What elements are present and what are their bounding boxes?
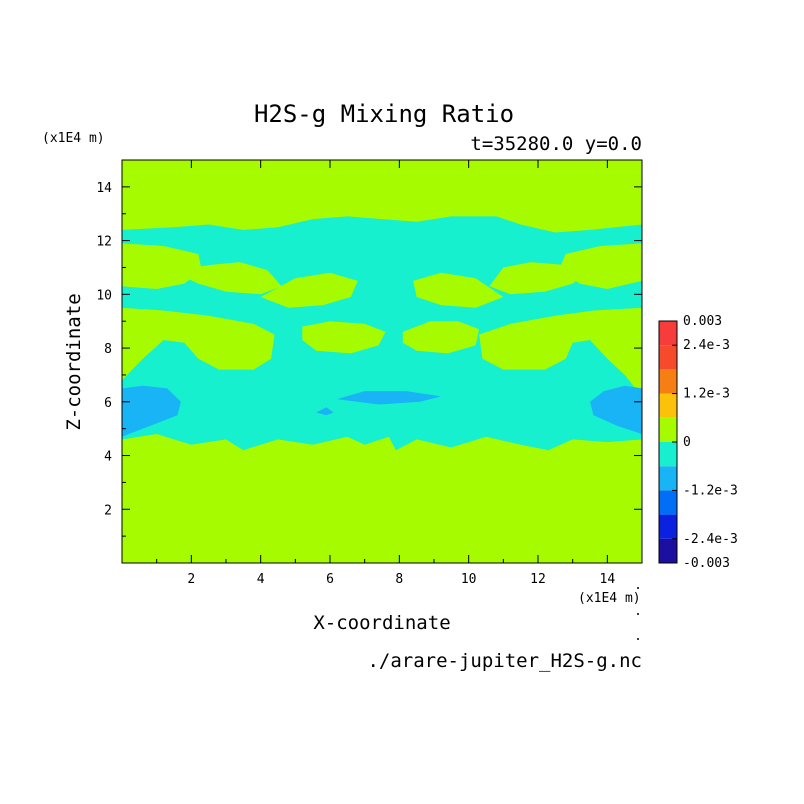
x-axis-unit: (x1E4 m) — [578, 591, 641, 606]
y-axis-label: Z-coordinate — [63, 293, 85, 430]
colorbar-segment-4 — [659, 442, 677, 467]
x-tick-label: 12 — [530, 572, 546, 587]
colorbar-segment-2 — [659, 490, 677, 515]
x-tick-label: 14 — [600, 572, 616, 587]
y-tick-label: 4 — [104, 450, 112, 465]
colorbar-segment-7 — [659, 369, 677, 394]
x-tick-label: 4 — [257, 572, 265, 587]
y-tick-label: 8 — [104, 342, 112, 357]
contour-regions — [122, 211, 642, 451]
source-file-label: ./arare-jupiter_H2S-g.nc — [367, 650, 642, 672]
corner-marks — [637, 587, 639, 640]
contour-region-8 — [122, 385, 181, 437]
y-axis-unit: (x1E4 m) — [42, 131, 105, 146]
colorbar-segment-6 — [659, 393, 677, 418]
contour-region-1 — [170, 262, 282, 295]
contour-region-4 — [413, 272, 504, 308]
plot-frame — [121, 159, 643, 564]
colorbar: 0.003 2.4e-3 1.2e-3 0 -1.2e-3 -2.4e-3 -0.003 — [658, 314, 738, 571]
colorbar-segment-1 — [659, 514, 677, 539]
colorbar-tick-label: -1.2e-3 — [683, 483, 738, 498]
colorbar-segment-8 — [659, 345, 677, 370]
x-tick-label: 6 — [326, 572, 334, 587]
mark-dot — [637, 638, 639, 640]
colorbar-tick-label: -0.003 — [683, 556, 730, 571]
y-tick-label: 2 — [104, 503, 112, 518]
colorbar-segment-3 — [659, 466, 677, 491]
y-tick-label: 6 — [104, 396, 112, 411]
contour-region-9 — [590, 385, 642, 434]
y-tick-label: 10 — [96, 288, 112, 303]
mark-dot — [637, 613, 639, 615]
contour-region-3 — [260, 272, 358, 308]
colorbar-tick-label: 2.4e-3 — [683, 338, 730, 353]
colorbar-tick-label: 1.2e-3 — [683, 387, 730, 402]
colorbar-segment-0 — [659, 538, 677, 563]
y-tick-label: 14 — [96, 181, 112, 196]
contour-region-5 — [302, 321, 386, 354]
chart-subtitle: t=35280.0 y=0.0 — [470, 133, 642, 155]
contour-region-11 — [316, 407, 334, 416]
x-tick-label: 8 — [395, 572, 403, 587]
colorbar-tick-label: 0.003 — [683, 314, 722, 329]
colorbar-segment-5 — [659, 417, 677, 442]
colorbar-tick-label: 0 — [683, 435, 691, 450]
axis-ticks: 2 4 6 8 10 12 14 2 4 6 8 10 12 14 — [96, 160, 642, 587]
colorbar-segment-9 — [659, 321, 677, 346]
x-axis-label: X-coordinate — [313, 612, 450, 634]
contour-region-2 — [489, 262, 590, 295]
x-tick-label: 2 — [187, 572, 195, 587]
contour-region-7 — [122, 211, 150, 222]
chart-title: H2S-g Mixing Ratio — [254, 100, 514, 128]
x-tick-label: 10 — [461, 572, 477, 587]
contour-region-6 — [402, 321, 480, 354]
y-tick-label: 12 — [96, 235, 112, 250]
contour-region-10 — [336, 391, 441, 405]
mark-dot — [637, 587, 639, 589]
colorbar-tick-label: -2.4e-3 — [683, 532, 738, 547]
